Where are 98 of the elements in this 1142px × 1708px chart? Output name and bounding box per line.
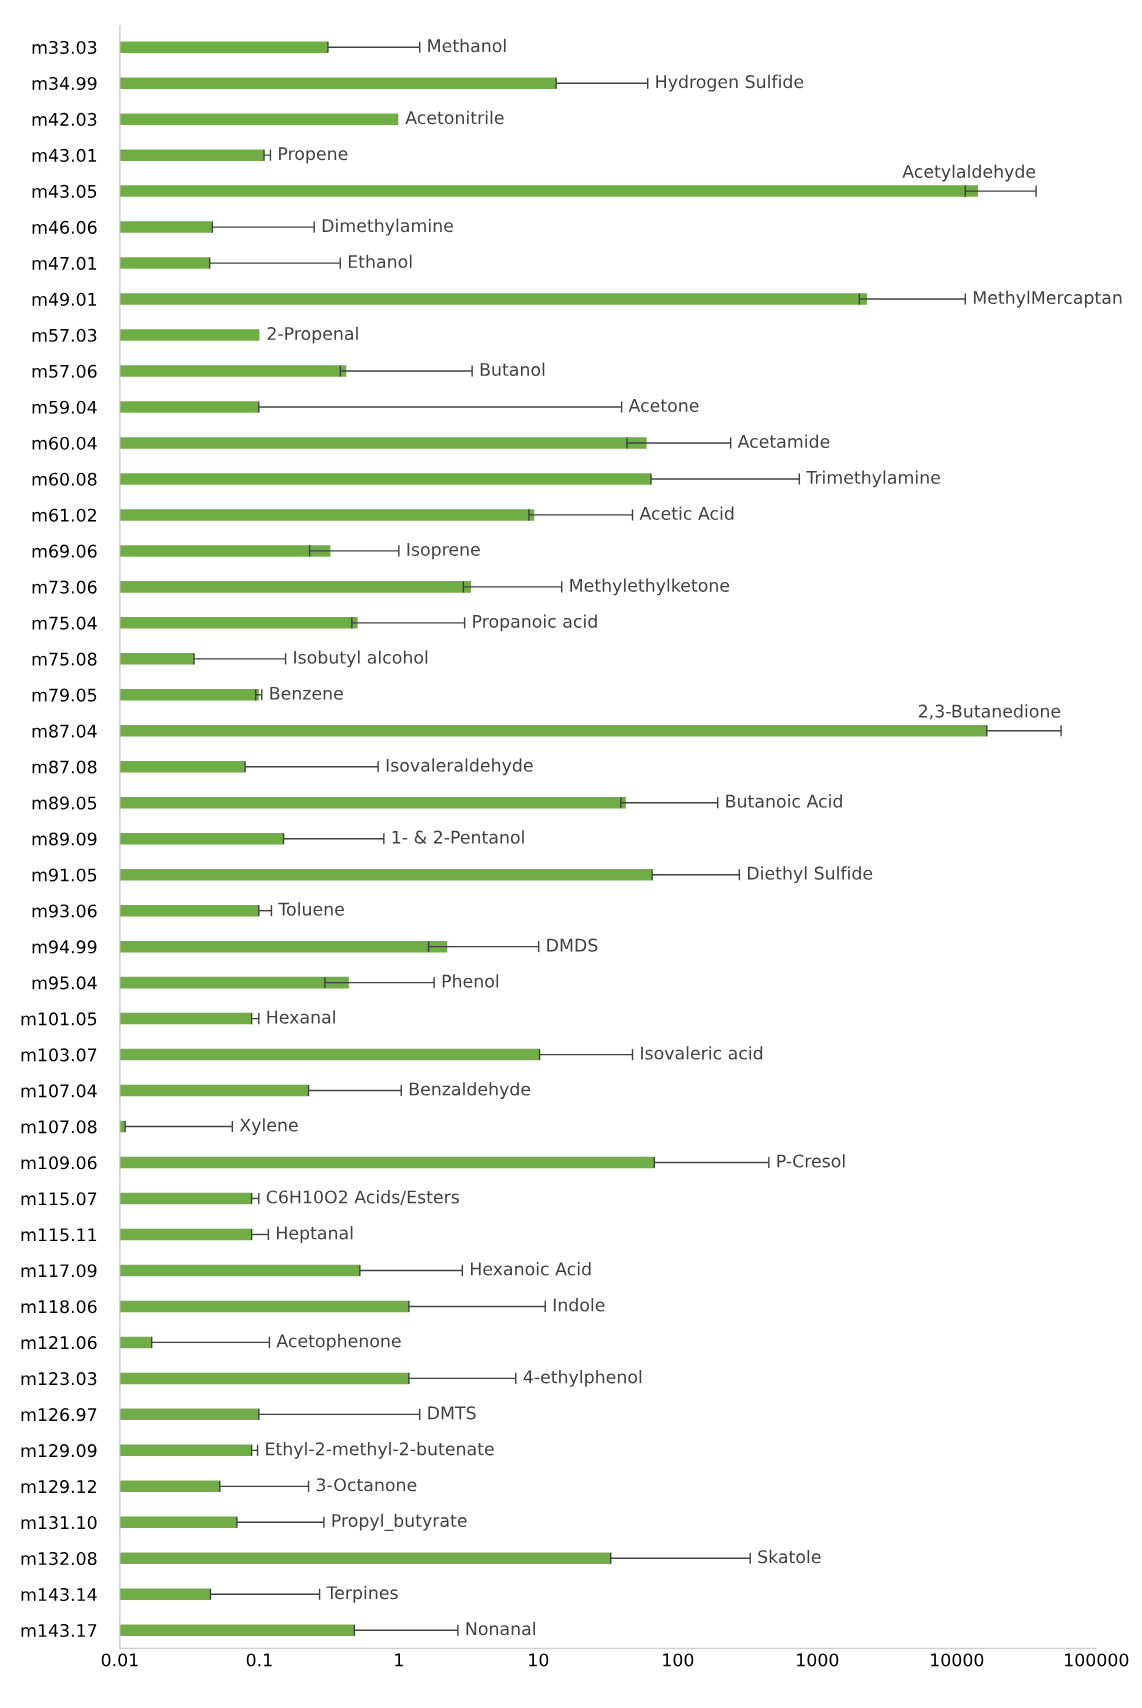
annotation: Terpines — [326, 1585, 398, 1603]
y-tick-label: m59.04 — [32, 400, 97, 414]
annotation: Butanoic Acid — [726, 794, 842, 808]
y-tick-label: m87.04 — [32, 724, 97, 738]
y-tick-label: m57.03 — [32, 328, 97, 342]
annotation: Acetonitrile — [405, 110, 504, 125]
y-tick-label: m143.17 — [21, 1623, 97, 1638]
x-tick-label: 1000 — [797, 1653, 839, 1667]
y-tick-label: m73.06 — [32, 580, 97, 594]
y-tick-label: m121.06 — [21, 1336, 97, 1350]
x-tick-label: 0.01 — [101, 1653, 138, 1667]
annotation: Benzaldehyde — [409, 1082, 531, 1099]
y-tick-label: m131.10 — [21, 1516, 97, 1530]
y-tick-label: m61.02 — [32, 508, 96, 522]
y-tick-label: m46.06 — [32, 220, 97, 234]
x-tick-label: 10 — [529, 1653, 549, 1667]
y-tick-label: m89.05 — [32, 796, 97, 810]
annotation: Methylethylketone — [570, 578, 730, 596]
annotation: 4-ethylphenol — [523, 1369, 642, 1387]
y-tick-label: m75.04 — [32, 616, 97, 630]
annotation: 1- & 2-Pentanol — [392, 830, 524, 844]
annotation: Isoprene — [407, 543, 480, 560]
annotation: Heptanal — [277, 1226, 353, 1243]
y-tick-label: m43.01 — [32, 148, 97, 162]
annotation: Acetone — [628, 399, 699, 413]
y-tick-label: m95.04 — [32, 976, 97, 990]
x-tick-label: 0.1 — [246, 1653, 272, 1667]
annotation: Propanoic acid — [473, 614, 597, 632]
y-tick-label: m109.06 — [21, 1156, 97, 1170]
annotation: Methanol — [428, 38, 506, 53]
annotation: Acetophenone — [276, 1334, 401, 1351]
y-tick-label: m143.14 — [21, 1587, 97, 1602]
annotation: Indole — [553, 1298, 605, 1312]
y-tick-label: m91.05 — [32, 868, 97, 882]
annotation: Ethanol — [348, 254, 412, 269]
annotation: C6H10O2 Acids/Esters — [266, 1190, 459, 1205]
annotation: Isovaleraldehyde — [386, 758, 533, 776]
y-tick-label: m115.07 — [21, 1192, 97, 1206]
annotation: Diethyl Sulfide — [748, 866, 873, 884]
annotation: Propene — [279, 147, 348, 164]
y-tick-label: m49.01 — [32, 292, 97, 306]
annotation: P-Cresol — [777, 1154, 845, 1168]
y-tick-label: m34.99 — [32, 76, 97, 91]
y-tick-label: m69.06 — [32, 544, 97, 558]
y-tick-label: m93.06 — [32, 904, 97, 918]
x-tick-label: 100 — [663, 1653, 694, 1667]
y-tick-label: m75.08 — [32, 652, 97, 666]
x-tick-label: 100000 — [1065, 1653, 1129, 1667]
y-tick-label: m103.07 — [21, 1048, 97, 1062]
annotation: Acetylaldehyde — [902, 164, 1036, 182]
y-tick-label: m115.11 — [21, 1228, 97, 1242]
annotation: Hexanoic Acid — [470, 1262, 591, 1276]
y-tick-label: m107.04 — [21, 1084, 97, 1098]
y-tick-label: m89.09 — [32, 832, 97, 846]
annotation: Nonanal — [466, 1621, 535, 1636]
y-tick-label: m87.08 — [32, 760, 97, 774]
y-tick-label: m129.09 — [21, 1444, 97, 1458]
y-tick-label: m79.05 — [32, 688, 97, 702]
annotation: Hexanal — [267, 1010, 335, 1024]
y-tick-label: m132.08 — [21, 1551, 97, 1566]
annotation: Phenol — [442, 974, 499, 988]
annotation: Acetic Acid — [639, 506, 734, 520]
annotation: Trimethylamine — [806, 470, 940, 488]
y-tick-label: m129.12 — [21, 1480, 96, 1494]
annotation: 2,3-Butanedione — [918, 704, 1061, 720]
annotation: Skatole — [758, 1549, 821, 1564]
annotation: Isobutyl alcohol — [294, 650, 428, 668]
y-tick-label: m107.08 — [21, 1120, 97, 1134]
annotation: Propyl_butyrate — [332, 1513, 467, 1531]
annotation: 2-Propenal — [267, 326, 358, 344]
annotation: Acetamide — [737, 434, 830, 448]
annotation: 3-Octanone — [316, 1478, 417, 1492]
annotation: Butanol — [480, 362, 545, 377]
y-tick-label: m60.08 — [32, 472, 97, 486]
annotation: Xylene — [239, 1118, 298, 1135]
annotation: DMDS — [547, 938, 598, 952]
y-tick-label: m126.97 — [21, 1408, 97, 1422]
y-tick-label: m94.99 — [32, 940, 97, 954]
annotation: DMTS — [428, 1406, 476, 1420]
annotation: Dimethylamine — [322, 218, 453, 236]
y-tick-label: m117.09 — [21, 1264, 97, 1278]
annotation: Benzene — [270, 686, 343, 700]
annotation: Toluene — [278, 902, 344, 916]
y-tick-label: m57.06 — [32, 364, 97, 378]
annotation: Isovaleric acid — [641, 1046, 763, 1060]
y-tick-label: m33.03 — [32, 40, 97, 55]
y-tick-label: m123.03 — [21, 1372, 97, 1386]
x-tick-label: 1 — [395, 1653, 403, 1667]
y-tick-label: m60.04 — [32, 436, 97, 450]
annotation: Ethyl-2-methyl-2-butenate — [266, 1441, 494, 1459]
y-tick-label: m42.03 — [32, 112, 97, 127]
y-tick-label: m47.01 — [32, 256, 97, 270]
x-tick-label: 10000 — [931, 1653, 984, 1667]
annotation: Hydrogen Sulfide — [656, 74, 804, 92]
y-tick-label: m43.05 — [32, 184, 97, 198]
annotation: MethylMercaptan — [973, 290, 1122, 308]
y-tick-label: m118.06 — [21, 1300, 97, 1314]
y-tick-label: m101.05 — [21, 1012, 97, 1026]
